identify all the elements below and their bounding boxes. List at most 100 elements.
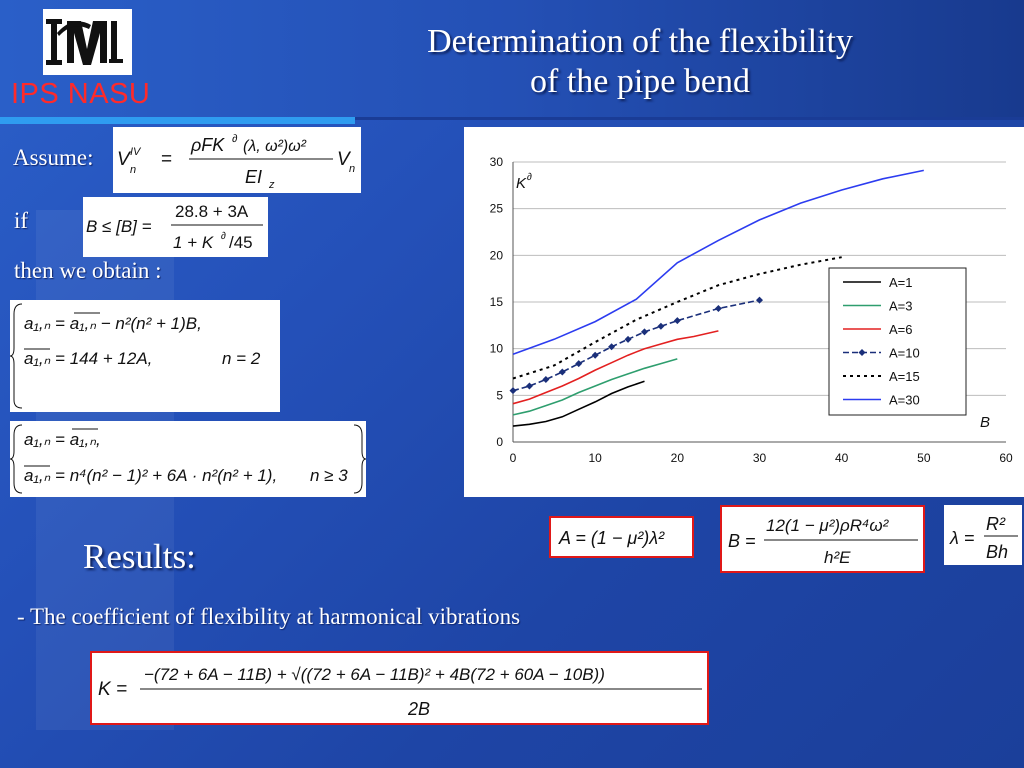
legend-label-A=10: A=10 bbox=[889, 346, 920, 361]
sys2-eq2: a₁,ₙ = n⁴(n² − 1)² + 6A · n²(n² + 1), bbox=[24, 466, 277, 485]
assume-rhs: V bbox=[337, 149, 352, 170]
legend-label-A=15: A=15 bbox=[889, 369, 920, 384]
slide-title: Determination of the flexibility of the … bbox=[330, 22, 950, 102]
assume-lhs-sup: IV bbox=[130, 146, 142, 158]
if-equation: B ≤ [B] = 28.8 + 3A 1 + K ∂ /45 bbox=[83, 197, 268, 257]
series-line-A=10 bbox=[512, 299, 760, 392]
series-marker-A=10-6 bbox=[608, 343, 616, 351]
chart-x-label: B bbox=[980, 414, 990, 431]
if-den-b: /45 bbox=[229, 233, 253, 252]
series-marker-A=10-12 bbox=[756, 296, 763, 304]
if-lhs: B ≤ [B] = bbox=[86, 217, 152, 236]
results-heading: Results: bbox=[83, 537, 196, 576]
assume-lhs: V bbox=[117, 149, 132, 170]
series-line-A=6 bbox=[512, 330, 719, 405]
y-tick-label-30: 30 bbox=[490, 155, 504, 169]
lambda-def-den: Bh bbox=[986, 542, 1008, 562]
y-tick-label-25: 25 bbox=[490, 202, 504, 216]
org-name: IPS NASU bbox=[11, 78, 151, 110]
k-def-num: −(72 + 6A − 11B) + √((72 + 6A − 11B)² + … bbox=[144, 665, 605, 684]
x-tick-label-30: 30 bbox=[753, 451, 767, 465]
lambda-definition-equation: λ = R² Bh bbox=[944, 505, 1022, 565]
title-line-1: Determination of the flexibility bbox=[427, 23, 853, 60]
y-tick-label-5: 5 bbox=[496, 388, 503, 402]
header-underline bbox=[0, 117, 1024, 124]
k-def-den: 2B bbox=[407, 699, 430, 719]
system-two-right-brace bbox=[353, 424, 367, 494]
series-marker-A=10-9 bbox=[657, 322, 665, 330]
series-marker-A=10-7 bbox=[624, 335, 632, 343]
sys1-eq2: a₁,ₙ = 144 + 12A, bbox=[24, 349, 152, 368]
b-def-num: 12(1 − μ²)ρR⁴ω² bbox=[766, 516, 890, 535]
k-def-lhs: K = bbox=[98, 679, 127, 700]
series-marker-A=10-11 bbox=[714, 305, 722, 313]
title-line-2: of the pipe bend bbox=[530, 63, 750, 100]
series-marker-A=10-1 bbox=[525, 382, 533, 390]
results-text: - The coefficient of flexibility at harm… bbox=[17, 604, 521, 629]
series-marker-A=10-2 bbox=[542, 375, 550, 383]
assume-den: EI bbox=[245, 167, 262, 187]
header-band bbox=[0, 0, 1024, 120]
assume-lhs-sub: n bbox=[130, 164, 136, 176]
if-num: 28.8 + 3A bbox=[175, 202, 249, 221]
series-line-A=30 bbox=[512, 169, 924, 356]
y-tick-label-15: 15 bbox=[490, 295, 504, 309]
assume-num: ρFK bbox=[190, 135, 225, 155]
assume-num-sup: ∂ bbox=[232, 133, 238, 145]
x-tick-label-20: 20 bbox=[671, 451, 685, 465]
series-marker-A=10-10 bbox=[673, 317, 681, 325]
x-tick-label-50: 50 bbox=[917, 451, 931, 465]
if-label: if bbox=[14, 208, 29, 233]
then-label: then we obtain : bbox=[14, 258, 162, 283]
b-def-den: h²E bbox=[824, 548, 851, 567]
b-def-lhs: B = bbox=[728, 531, 756, 551]
a-definition-equation: A = (1 − μ²)λ² bbox=[549, 516, 694, 558]
series-line-A=3 bbox=[512, 358, 678, 416]
sys1-cond: n = 2 bbox=[222, 349, 261, 368]
x-tick-label-40: 40 bbox=[835, 451, 849, 465]
institute-logo bbox=[43, 9, 132, 75]
assume-den-sub: z bbox=[268, 179, 275, 191]
assume-rhs-sub: n bbox=[349, 163, 355, 175]
logo-mark-icon bbox=[46, 19, 123, 65]
sys2-eq1: a₁,ₙ = a₁,ₙ, bbox=[24, 430, 101, 449]
legend-label-A=3: A=3 bbox=[889, 299, 913, 314]
sys2-cond: n ≥ 3 bbox=[310, 466, 348, 485]
system-one-brace bbox=[9, 303, 23, 409]
assume-num-rest: (λ, ω²)ω² bbox=[243, 138, 307, 155]
legend-label-A=30: A=30 bbox=[889, 393, 920, 408]
chart-series bbox=[509, 169, 924, 427]
flexibility-chart: 0 5 10 15 20 25 30 0 10 20 30 40 50 60 A=1 A=3 A=6 A=10 A… bbox=[464, 127, 1024, 497]
series-line-A=1 bbox=[512, 380, 645, 427]
x-tick-label-10: 10 bbox=[588, 451, 602, 465]
y-tick-label-20: 20 bbox=[490, 248, 504, 262]
series-marker-A=10-4 bbox=[575, 360, 583, 368]
series-marker-A=10-3 bbox=[558, 368, 566, 376]
lambda-def-num: R² bbox=[986, 514, 1006, 534]
assume-label: Assume: bbox=[13, 145, 94, 170]
if-den-sup: ∂ bbox=[221, 231, 226, 242]
legend-box bbox=[828, 267, 967, 416]
system-two-left-brace bbox=[9, 424, 23, 494]
system-two-equation: a₁,ₙ = a₁,ₙ, a₁,ₙ = n⁴(n² − 1)² + 6A · n… bbox=[9, 421, 367, 497]
lambda-def-lhs: λ = bbox=[949, 528, 974, 548]
header-underline-accent bbox=[0, 117, 355, 124]
k-formula-equation: K = −(72 + 6A − 11B) + √((72 + 6A − 11B)… bbox=[90, 651, 709, 725]
chart-axes: 0 5 10 15 20 25 30 0 10 20 30 40 50 60 bbox=[490, 155, 1013, 465]
series-line-A=15 bbox=[512, 256, 842, 380]
y-tick-label-10: 10 bbox=[490, 342, 504, 356]
y-tick-label-0: 0 bbox=[496, 435, 503, 449]
chart-y-label-sup: ∂ bbox=[527, 172, 532, 183]
x-tick-label-60: 60 bbox=[999, 451, 1013, 465]
assume-equals: = bbox=[161, 149, 172, 170]
chart-y-label: K bbox=[516, 175, 527, 192]
if-den-a: 1 + K bbox=[173, 233, 214, 252]
system-one-equation: a₁,ₙ = a₁,ₙ − n²(n² + 1)B, a₁,ₙ = 144 + … bbox=[9, 300, 280, 412]
series-marker-A=10-5 bbox=[591, 351, 599, 359]
b-definition-equation: B = 12(1 − μ²)ρR⁴ω² h²E bbox=[720, 505, 925, 573]
legend-label-A=6: A=6 bbox=[889, 322, 913, 337]
a-definition-text: A = (1 − μ²)λ² bbox=[558, 528, 665, 548]
assume-equation: V IV n = ρFK ∂ (λ, ω²)ω² EI z V n bbox=[113, 127, 361, 193]
series-marker-A=10-8 bbox=[640, 328, 648, 336]
